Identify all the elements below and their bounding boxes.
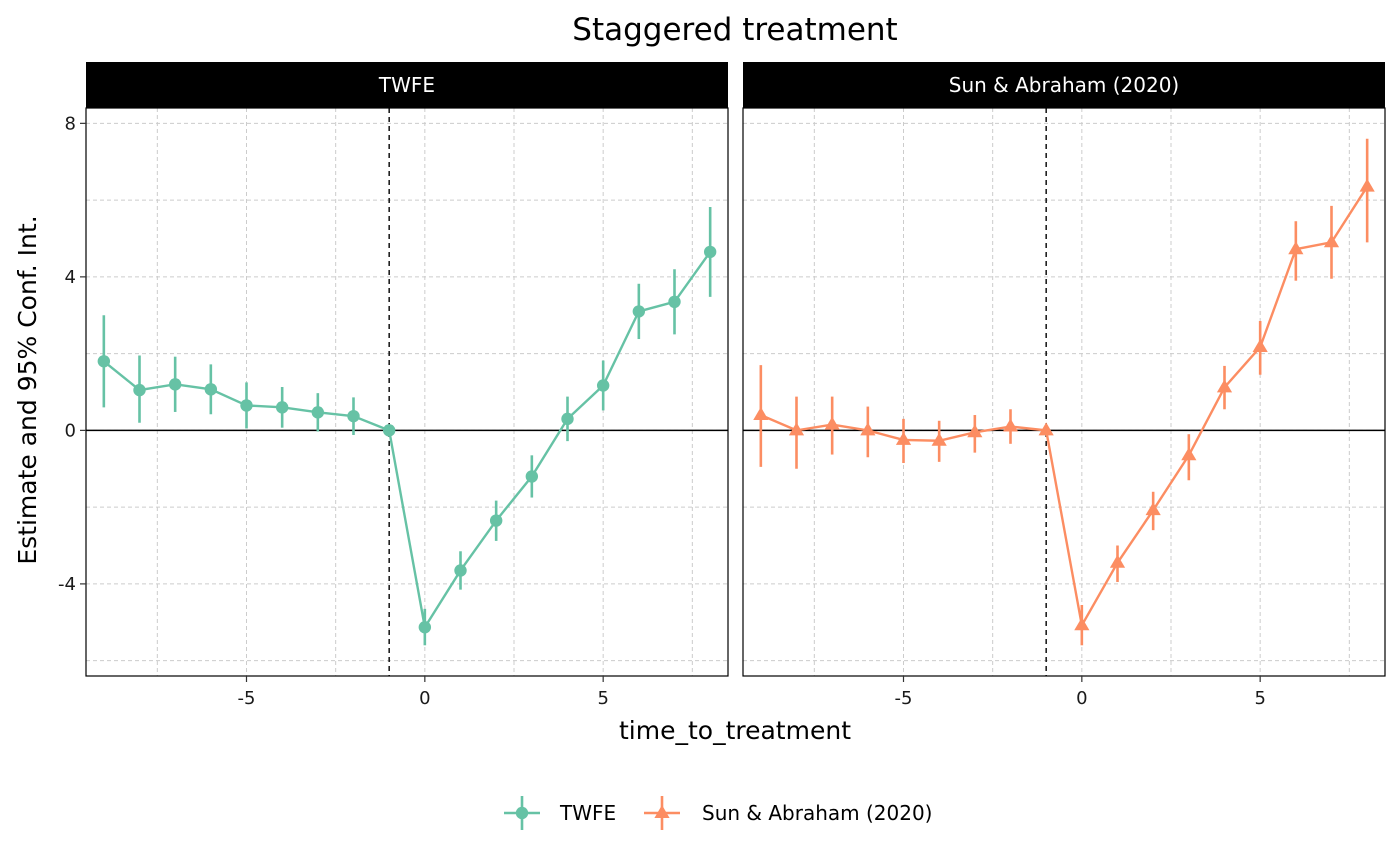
data-point	[824, 416, 840, 430]
data-point	[454, 564, 467, 577]
x-tick-label: 0	[1076, 688, 1087, 709]
legend-item-twfe: TWFE	[504, 796, 616, 830]
gridlines	[743, 108, 1385, 676]
facet-strip	[743, 62, 1385, 108]
data-point	[133, 383, 146, 397]
x-tick-label: 0	[419, 688, 430, 709]
data-point	[1323, 234, 1340, 248]
data-point	[860, 422, 876, 436]
y-axis-title: Estimate and 95% Conf. Int.	[13, 215, 42, 564]
panel-border	[742, 107, 1386, 677]
series-twfe	[97, 207, 717, 646]
data-point	[418, 621, 432, 634]
data-point	[788, 422, 805, 436]
chart-title: Staggered treatment	[572, 12, 897, 48]
x-axis-title: time_to_treatment	[619, 716, 851, 745]
data-point	[703, 245, 717, 259]
legend-item-sun-abraham-2020: Sun & Abraham (2020)	[644, 796, 933, 830]
data-point	[1145, 502, 1161, 516]
data-point	[311, 406, 325, 419]
y-tick-label: -4	[58, 574, 76, 595]
panel-sun-abraham-2020: Sun & Abraham (2020) -5 0 5	[742, 62, 1386, 709]
data-point	[668, 295, 681, 309]
data-point	[1038, 422, 1054, 436]
facet-strip-label: Sun & Abraham (2020)	[949, 73, 1180, 97]
legend-key-marker	[654, 805, 670, 818]
data-point	[1181, 447, 1197, 461]
x-tick-label: 5	[1254, 688, 1265, 709]
legend: TWFE Sun & Abraham (2020)	[504, 796, 933, 830]
data-point	[1002, 418, 1019, 432]
series-line	[760, 186, 1369, 629]
data-point	[561, 412, 574, 426]
data-point	[967, 424, 983, 438]
series-sun-abraham-2020	[753, 138, 1375, 646]
data-point	[489, 514, 503, 527]
data-point	[931, 432, 947, 446]
facet-strip	[86, 62, 728, 108]
y-tick-label: 8	[65, 113, 76, 134]
data-point	[596, 379, 610, 392]
y-tick-label: 0	[65, 420, 76, 441]
panel-background	[743, 108, 1385, 676]
panel-background	[86, 108, 728, 676]
panel-border	[85, 107, 729, 677]
x-tick-label: 5	[597, 688, 608, 709]
x-tick-label: -5	[238, 688, 256, 709]
legend-key-marker	[515, 806, 529, 820]
data-point	[525, 470, 539, 483]
data-point	[168, 378, 182, 391]
data-point	[97, 355, 111, 368]
panel-twfe: TWFE -5 0 5 8 4 0 -4	[58, 62, 729, 709]
data-point	[1074, 617, 1090, 631]
data-point	[1216, 379, 1233, 393]
data-point	[1359, 178, 1375, 192]
data-point	[1252, 339, 1268, 353]
legend-label: Sun & Abraham (2020)	[702, 801, 933, 825]
data-point	[1288, 241, 1304, 255]
x-tick-label: -5	[895, 688, 913, 709]
data-point	[895, 431, 912, 445]
data-point	[1109, 554, 1126, 568]
data-point	[240, 399, 253, 412]
data-point	[753, 407, 769, 420]
data-point	[204, 383, 218, 396]
y-tick-label: 4	[65, 267, 76, 288]
legend-label: TWFE	[559, 801, 616, 825]
facet-strip-label: TWFE	[378, 73, 435, 97]
data-point	[347, 409, 360, 423]
data-point	[632, 305, 646, 318]
data-point	[275, 401, 289, 414]
facet-panels: TWFE -5 0 5 8 4 0 -4 Sun & Abraham (2020) -5 0 5	[58, 62, 1386, 709]
data-point	[382, 424, 396, 437]
